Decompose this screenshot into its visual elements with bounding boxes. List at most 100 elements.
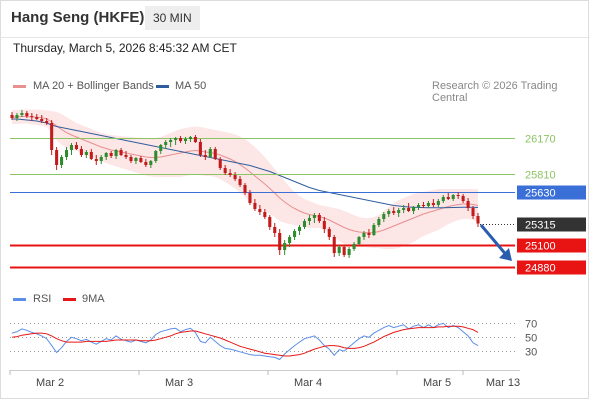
candle-body — [154, 151, 158, 161]
candle-body — [169, 140, 173, 142]
candle-body — [248, 193, 252, 203]
chart-datetime: Thursday, March 5, 2026 8:45:32 AM CET — [13, 41, 237, 55]
candle-body — [50, 123, 54, 150]
candle-body — [218, 159, 222, 168]
candle-body — [402, 208, 406, 210]
candle-body — [243, 185, 247, 193]
level-tag-support — [517, 238, 586, 253]
candle-body — [203, 155, 207, 157]
candle-body — [357, 237, 361, 244]
candle-body — [114, 150, 118, 156]
candle-body — [149, 161, 153, 165]
candle-body — [397, 210, 401, 213]
candle-body — [431, 203, 435, 205]
candle-body — [436, 201, 440, 205]
candle-body — [466, 201, 470, 208]
copyright-text: Research © 2026 Trading Central — [432, 80, 558, 104]
candle-body — [317, 215, 321, 221]
timeframe-button[interactable]: 30 MIN — [145, 6, 200, 30]
candle-body — [119, 150, 123, 155]
level-label-resistance: 26170 — [525, 134, 556, 146]
candle-body — [273, 227, 277, 233]
candle-body — [129, 157, 133, 161]
candle-body — [377, 219, 381, 225]
x-tick-label: Mar 13 — [486, 377, 520, 389]
candle-body — [45, 121, 49, 123]
candle-body — [99, 157, 103, 161]
candle-body — [293, 231, 297, 237]
rsi-ma-legend-label: 9MA — [82, 293, 105, 305]
candle-body — [412, 207, 416, 211]
candle-body — [109, 153, 113, 156]
candle-body — [441, 197, 445, 201]
candle-body — [327, 229, 331, 237]
candle-body — [382, 214, 386, 219]
candle-body — [55, 150, 59, 165]
candle-body — [223, 168, 227, 173]
rsi-ma-legend-swatch — [63, 298, 76, 301]
x-tick-label: Mar 2 — [36, 377, 64, 389]
candle-body — [124, 155, 128, 157]
candle-body — [288, 237, 292, 243]
candle-body — [89, 152, 93, 159]
x-tick-label: Mar 3 — [165, 377, 193, 389]
candle-body — [164, 142, 168, 145]
level-label-pivot: 25630 — [525, 188, 556, 200]
candle-body — [198, 142, 202, 155]
candle-body — [342, 247, 346, 255]
rsi-ma-line — [11, 325, 479, 357]
candle-body — [352, 244, 356, 249]
level-tag-last — [517, 217, 586, 232]
forecast-arrow-head — [499, 248, 512, 261]
candle-body — [25, 113, 29, 116]
candle-body — [64, 150, 69, 157]
rsi-panel: 70 50 30 — [10, 319, 537, 361]
candle-body — [307, 218, 311, 221]
candle-body — [20, 113, 24, 115]
candle-body — [60, 157, 64, 165]
forecast-layer — [479, 224, 512, 261]
candle-body — [312, 215, 316, 218]
candle-body — [392, 211, 396, 213]
level-tags-layer: 26170 25810 25630 25315 25100 24880 — [517, 134, 586, 275]
candle-body — [258, 209, 262, 212]
level-tag-support — [517, 260, 586, 275]
candle-body — [268, 217, 272, 227]
candle-body — [233, 175, 237, 179]
ma50-legend-swatch — [156, 85, 169, 88]
candle-body — [416, 205, 421, 207]
candle-body — [174, 138, 178, 140]
level-tag-pivot — [517, 185, 586, 200]
instrument-title: Hang Seng (HKFE) — [11, 9, 145, 26]
candle-body — [347, 249, 351, 255]
candle-body — [283, 243, 287, 250]
candle-body — [421, 205, 426, 206]
candle-body — [407, 208, 411, 211]
bollinger-band-layer — [12, 109, 478, 249]
x-tick-label: Mar 4 — [294, 377, 322, 389]
candle-body — [337, 247, 341, 253]
candle-body — [74, 145, 78, 149]
ma20-line — [12, 116, 479, 234]
candle-body — [372, 225, 376, 235]
candle-body — [253, 203, 257, 209]
candle-body — [213, 149, 217, 159]
candle-body — [471, 208, 475, 216]
candle-body — [332, 237, 336, 253]
candle-body — [94, 159, 98, 161]
moving-average-layer — [12, 116, 479, 234]
candle-body — [476, 216, 480, 224]
candle-body — [30, 116, 34, 117]
candle-body — [35, 117, 39, 119]
rsi-legend-swatch — [13, 298, 26, 301]
candle-body — [139, 158, 143, 162]
candles-layer — [10, 110, 480, 258]
level-label-last: 25315 — [525, 220, 556, 232]
rsi-tick-label: 50 — [525, 333, 537, 345]
candle-body — [461, 196, 465, 201]
candle-body — [79, 149, 83, 155]
candle-body — [367, 233, 371, 235]
candle-body — [362, 233, 366, 237]
candle-body — [188, 137, 193, 139]
